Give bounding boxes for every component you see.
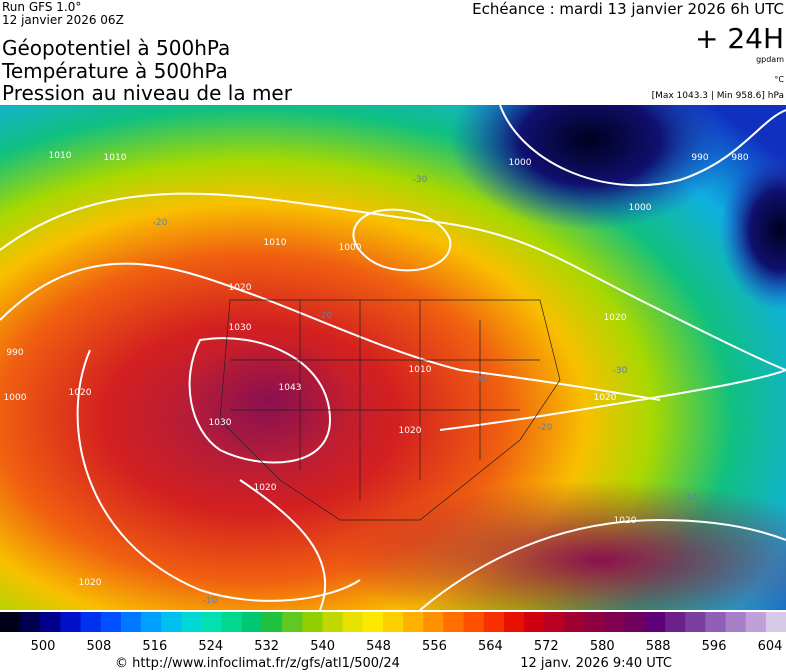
run-label: Run GFS 1.0°: [2, 0, 81, 14]
temperature-label: -20: [318, 311, 333, 321]
isobar-label: 1020: [229, 283, 252, 293]
colorbar-swatch: [302, 612, 323, 632]
map-area: [0, 105, 786, 610]
colorbar-swatch: [80, 612, 102, 632]
unit-geo: gpdam: [756, 55, 784, 64]
colorbar-swatch: [745, 612, 767, 632]
isobar-label: 1030: [209, 418, 232, 428]
isobar-label: 990: [6, 348, 23, 358]
colorbar-swatch: [141, 612, 162, 632]
map-title: Température à 500hPa: [1, 59, 228, 83]
lead-time: + 24H: [695, 22, 784, 55]
isobar-label: 1000: [4, 393, 27, 403]
colorbar-tick-label: 532: [254, 639, 279, 654]
colorbar-swatch: [282, 612, 303, 632]
colorbar-swatch: [665, 612, 686, 632]
colorbar-swatch: [382, 612, 404, 632]
colorbar-tick-label: 604: [758, 639, 783, 654]
map-title: Pression au niveau de la mer: [2, 81, 293, 105]
isobar-label: 1043: [279, 383, 302, 393]
isobar-label: 1020: [604, 313, 627, 323]
colorbar-swatch: [60, 612, 82, 632]
colorbar-tick-label: 524: [198, 639, 223, 654]
colorbar-swatch: [685, 612, 706, 632]
isobar-label: 1010: [409, 365, 432, 375]
colorbar-swatch: [362, 612, 384, 632]
colorbar-swatch: [483, 612, 505, 632]
isobar-label: 1020: [69, 388, 92, 398]
colorbar-tick-label: 548: [366, 639, 391, 654]
colorbar-tick-label: 564: [478, 639, 503, 654]
temperature-label: -20: [538, 423, 553, 433]
pressure-range: [Max 1043.3 | Min 958.6] hPa: [652, 91, 784, 101]
colorbar-tick-label: 596: [702, 639, 727, 654]
colorbar-swatch: [463, 612, 485, 632]
source-url: © http://www.infoclimat.fr/z/gfs/atl1/50…: [115, 656, 400, 671]
colorbar-swatch: [584, 612, 606, 632]
colorbar-swatch: [624, 612, 646, 632]
colorbar-swatch: [201, 612, 223, 632]
isobar-label: 980: [731, 153, 748, 163]
temperature-label: -20: [153, 218, 168, 228]
temperature-label: -10: [683, 493, 698, 503]
colorbar-swatch: [564, 612, 585, 632]
isobar-label: 990: [691, 153, 708, 163]
isobar-label: 1020: [79, 578, 102, 588]
colorbar-tick-label: 508: [87, 639, 112, 654]
isobar-label: 1020: [399, 426, 422, 436]
colorbar-swatch: [342, 612, 364, 632]
colorbar-swatch: [705, 612, 727, 632]
isobar-label: 1010: [49, 151, 72, 161]
colorbar-swatch: [524, 612, 545, 632]
timestamp: 12 janv. 2026 9:40 UTC: [520, 656, 672, 671]
colorbar-swatch: [120, 612, 142, 632]
colorbar-swatch: [725, 612, 747, 632]
valid-time: Echéance : mardi 13 janvier 2026 6h UTC: [472, 0, 784, 18]
colorbar-swatch: [221, 612, 243, 632]
isobar-label: 1010: [264, 238, 287, 248]
colorbar-swatch: [0, 612, 21, 632]
colorbar-swatch: [644, 612, 666, 632]
colorbar-tick-label: 572: [534, 639, 559, 654]
colorbar-tick-label: 556: [422, 639, 447, 654]
temperature-label: -30: [473, 375, 488, 385]
colorbar-swatch: [322, 612, 344, 632]
colorbar-swatch: [241, 612, 263, 632]
colorbar-swatch: [443, 612, 465, 632]
temperature-label: -10: [203, 596, 218, 606]
isobar-label: 1030: [229, 323, 252, 333]
colorbar-tick-label: 540: [310, 639, 335, 654]
run-date: 12 janvier 2026 06Z: [2, 13, 124, 27]
colorbar-swatch: [403, 612, 424, 632]
isobar-label: 1000: [509, 158, 532, 168]
colorbar-tick-label: 580: [590, 639, 615, 654]
colorbar-tick-label: 516: [142, 639, 167, 654]
colorbar-tick-label: 588: [646, 639, 671, 654]
colorbar-swatch: [544, 612, 565, 632]
colorbar-swatch: [262, 612, 283, 632]
colorbar-swatch: [503, 612, 525, 632]
isobar-label: 1020: [254, 483, 277, 493]
colorbar-swatch: [100, 612, 122, 632]
isobar-label: 1000: [629, 203, 652, 213]
isobar-label: 1020: [614, 516, 637, 526]
colorbar-swatch: [604, 612, 626, 632]
colorbar-swatch: [765, 612, 786, 632]
colorbar-swatch: [423, 612, 444, 632]
colorbar-tick-label: 500: [31, 639, 56, 654]
colorbar-swatch: [181, 612, 203, 632]
isobar-label: 1000: [339, 243, 362, 253]
isobar-label: 1010: [104, 153, 127, 163]
unit-temp: °C: [774, 75, 784, 84]
temperature-label: -30: [613, 366, 628, 376]
temperature-label: -30: [413, 175, 428, 185]
colorbar-swatch: [20, 612, 41, 632]
map-title: Géopotentiel à 500hPa: [2, 36, 230, 60]
colorbar-swatch: [161, 612, 182, 632]
colorbar-swatch: [40, 612, 61, 632]
isobar-label: 1020: [594, 393, 617, 403]
